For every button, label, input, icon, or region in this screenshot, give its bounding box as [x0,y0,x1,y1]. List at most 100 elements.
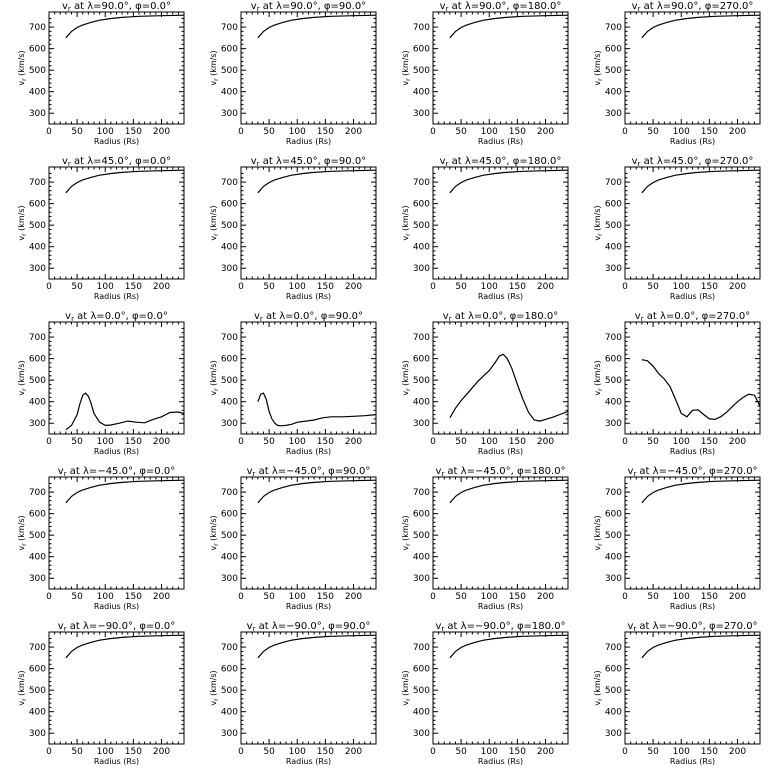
x-tick-label: 0 [622,127,628,137]
x-tick-label: 100 [97,592,114,602]
y-tick-label: 700 [29,488,46,498]
x-tick-label: 100 [673,592,690,602]
x-tick-label: 100 [673,127,690,137]
series-line-1 [65,634,185,659]
y-tick-label: 400 [413,398,430,408]
y-tick-label: 300 [413,109,430,119]
y-tick-label: 300 [29,109,46,119]
plot-frame [48,476,185,590]
x-tick-label: 0 [238,592,244,602]
x-tick-label: 200 [345,437,362,447]
y-tick-label: 700 [221,178,238,188]
panel-9: vr at λ=0.0°, φ=0.0° 0 50 100 150 200 300 400 50… [17,311,185,456]
plot-frame [48,11,185,125]
y-axis-label: vr (km/s) [209,50,220,85]
y-tick-label: 400 [605,708,622,718]
panel-6: vr at λ=45.0°, φ=90.0° 0 50 100 150 200 300 400… [209,156,377,301]
y-tick-label: 600 [605,200,622,210]
y-tick-label: 700 [605,643,622,653]
series-line-1 [257,14,377,39]
x-tick-label: 0 [430,282,436,292]
x-tick-label: 200 [537,747,554,757]
y-tick-label: 600 [221,510,238,520]
y-tick-label: 300 [605,109,622,119]
x-tick-label: 150 [125,282,142,292]
y-tick-label: 400 [413,553,430,563]
x-tick-label: 150 [317,127,334,137]
x-tick-label: 200 [345,747,362,757]
x-axis-label: Radius (Rs) [478,602,523,611]
x-tick-label: 0 [430,592,436,602]
x-tick-label: 100 [289,747,306,757]
x-tick-label: 50 [263,747,275,757]
y-tick-label: 700 [413,643,430,653]
y-tick-label: 500 [221,531,238,541]
y-tick-label: 300 [413,419,430,429]
x-tick-label: 200 [729,127,746,137]
y-tick-label: 600 [29,355,46,365]
panel-title: vr at λ=45.0°, φ=180.0° [440,156,562,168]
y-axis-label: vr (km/s) [593,515,604,550]
series-line-1 [449,634,569,659]
y-tick-label: 300 [29,729,46,739]
series-line-1 [641,359,761,421]
panel-title: vr at λ=90.0°, φ=270.0° [632,1,754,13]
y-tick-label: 500 [413,376,430,386]
y-tick-label: 500 [605,376,622,386]
y-axis-label: vr (km/s) [17,205,28,240]
y-axis-label: vr (km/s) [17,360,28,395]
plot-frame [240,11,377,125]
x-tick-label: 100 [481,592,498,602]
y-tick-label: 600 [29,665,46,675]
y-axis-label: vr (km/s) [593,50,604,85]
x-tick-label: 0 [238,747,244,757]
plot-frame [240,476,377,590]
y-tick-label: 500 [221,66,238,76]
y-axis-label: vr (km/s) [17,670,28,705]
x-tick-label: 0 [46,437,52,447]
y-tick-label: 400 [605,243,622,253]
x-tick-label: 150 [125,127,142,137]
panel-title: vr at λ=−90.0°, φ=0.0° [58,621,175,633]
x-tick-label: 200 [153,592,170,602]
x-axis-label: Radius (Rs) [670,447,715,456]
x-tick-label: 200 [537,127,554,137]
x-tick-label: 100 [673,282,690,292]
panel-title: vr at λ=0.0°, φ=90.0° [254,311,363,323]
x-tick-label: 150 [125,592,142,602]
x-tick-label: 50 [263,592,275,602]
x-axis-label: Radius (Rs) [478,757,523,766]
y-axis-label: vr (km/s) [401,50,412,85]
y-tick-label: 700 [221,23,238,33]
x-tick-label: 150 [509,437,526,447]
y-tick-label: 500 [29,66,46,76]
x-tick-label: 100 [289,127,306,137]
x-axis-label: Radius (Rs) [94,602,139,611]
x-tick-label: 200 [153,437,170,447]
x-tick-label: 0 [46,282,52,292]
series-line-1 [449,14,569,39]
y-tick-label: 300 [29,264,46,274]
y-tick-label: 500 [605,66,622,76]
y-axis-label: vr (km/s) [209,205,220,240]
x-tick-label: 100 [289,592,306,602]
plot-frame [48,321,185,435]
y-tick-label: 700 [605,333,622,343]
plot-frame [48,166,185,280]
x-tick-label: 50 [647,592,659,602]
panel-title: vr at λ=45.0°, φ=90.0° [251,156,366,168]
y-tick-label: 700 [605,178,622,188]
x-tick-label: 100 [289,437,306,447]
plot-frame [432,321,569,435]
y-tick-label: 300 [221,574,238,584]
y-tick-label: 500 [29,531,46,541]
x-tick-label: 0 [238,437,244,447]
panel-16: vr at λ=−45.0°, φ=270.0° 0 50 100 150 200 300 4… [593,466,761,611]
panel-title: vr at λ=−90.0°, φ=180.0° [435,621,565,633]
plot-frame [432,631,569,745]
y-tick-label: 300 [29,574,46,584]
y-tick-label: 700 [605,488,622,498]
panel-title: vr at λ=90.0°, φ=180.0° [440,1,562,13]
panel-10: vr at λ=0.0°, φ=90.0° 0 50 100 150 200 300 400 5… [209,311,377,456]
x-tick-label: 50 [71,437,83,447]
